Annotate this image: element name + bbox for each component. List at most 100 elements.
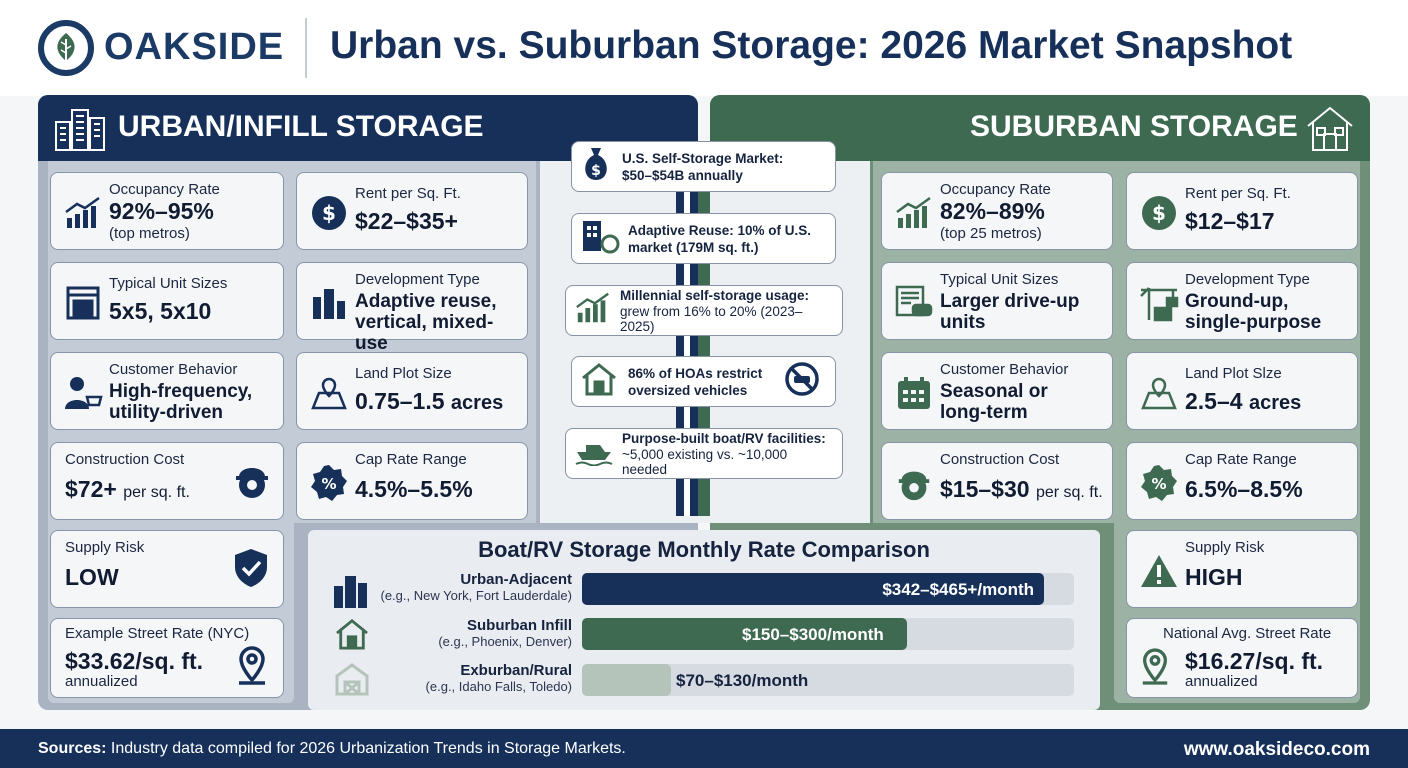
urban-land-value: 0.75–1.5 acres — [355, 389, 503, 415]
urban-dev-type-card: Development Type Adaptive reuse, vertica… — [296, 262, 528, 354]
hard-hat-gear-icon — [892, 461, 936, 505]
suburban-street-value: $16.27/sq. ft. — [1185, 648, 1324, 674]
building-recycle-icon — [580, 218, 620, 259]
hard-hat-gear-icon — [231, 459, 273, 506]
row-rural-label: Exburban/Rural (e.g., Idaho Falls, Toledo… — [372, 662, 572, 694]
suburban-land-label: Land Plot Slze — [1185, 365, 1282, 382]
suburban-rate-text: $150–$300/month — [742, 625, 884, 644]
suburban-cap-card: % Cap Rate Range 6.5%–8.5% — [1126, 442, 1358, 520]
row-suburban-label: Suburban Infill (e.g., Phoenix, Denver) — [372, 617, 572, 649]
house-icon — [580, 362, 618, 401]
calendar-icon — [892, 371, 936, 415]
location-pin-icon — [235, 645, 269, 692]
suburban-rent-card: $ Rent per Sq. Ft. $12–$17 — [1126, 172, 1358, 250]
row-suburban-name: Suburban Infill — [467, 617, 572, 634]
urban-rent-card: $ $22–$35+ Rent per Sq. Ft. — [296, 172, 528, 250]
suburban-unit-sizes-card: Typical Unit Sizes Larger drive-up units — [881, 262, 1113, 340]
suburban-street-sub: annualized — [1185, 673, 1258, 690]
urban-occupancy-label: Occupancy Rate — [109, 181, 220, 198]
page-title: Urban vs. Suburban Storage: 2026 Market … — [330, 24, 1293, 67]
boat-rv-sub: ~5,000 existing vs. ~10,000 needed — [622, 447, 788, 477]
shield-check-icon — [233, 547, 269, 594]
svg-text:$: $ — [1152, 201, 1166, 225]
suburban-house-icon — [334, 618, 370, 655]
boat-rv-facilities-box: Purpose-built boat/RV facilities: ~5,000… — [565, 428, 843, 479]
urban-unit-sizes-card: Typical Unit Sizes 5x5, 5x10 — [50, 262, 284, 340]
row-suburban-track: $150–$300/month — [582, 618, 1074, 650]
svg-text:$: $ — [591, 163, 601, 179]
urban-occupancy-value: 92%–95% — [109, 198, 214, 224]
shopper-cart-icon — [61, 371, 105, 415]
suburban-construction-card: Construction Cost $15–$30 per sq. ft. — [881, 442, 1113, 520]
millennial-sub: grew from 16% to 20% (2023–2025) — [620, 304, 803, 334]
suburban-rate-bar — [582, 618, 907, 650]
garage-car-icon — [892, 281, 936, 325]
suburban-occupancy-value: 82%–89% — [940, 198, 1045, 224]
suburban-unit-sizes-value: Larger drive-up units — [940, 291, 1080, 333]
money-bag-icon: $ — [580, 146, 612, 187]
urban-behavior-card: Customer Behavior High-frequency, utilit… — [50, 352, 284, 430]
boat-rv-title: Purpose-built boat/RV facilities: — [622, 431, 826, 446]
boat-icon — [574, 436, 614, 471]
svg-text:%: % — [321, 475, 336, 493]
urban-unit-sizes-label: Typical Unit Sizes — [109, 275, 228, 292]
footer-sources: Sources: Industry data compiled for 2026… — [38, 740, 626, 758]
urban-dev-type-label: Development Type — [355, 271, 480, 288]
hoa-text: 86% of HOAs restrict oversized vehicles — [628, 365, 763, 398]
suburban-heading: SUBURBAN STORAGE — [970, 110, 1298, 143]
adaptive-reuse-box: Adaptive Reuse: 10% of U.S. market (179M… — [571, 213, 836, 264]
footer-website-link[interactable]: www.oaksideco.com — [1183, 739, 1370, 760]
suburban-cap-value: 6.5%–8.5% — [1185, 476, 1303, 502]
urban-unit-sizes-value: 5x5, 5x10 — [109, 298, 212, 324]
rising-chart-icon — [892, 191, 936, 235]
growth-chart-icon — [574, 291, 612, 330]
row-urban-name: Urban-Adjacent — [460, 571, 572, 588]
suburban-land-unit: acres — [1248, 392, 1302, 414]
urban-construction-label: Construction Cost — [65, 451, 185, 468]
storage-unit-icon — [61, 281, 105, 325]
suburban-behavior-value: Seasonal or long-term — [940, 381, 1048, 423]
urban-cap-value: 4.5%–5.5% — [355, 476, 473, 502]
suburban-occupancy-sub: (top 25 metros) — [940, 225, 1042, 242]
urban-heading: URBAN/INFILL STORAGE — [118, 110, 484, 143]
row-rural-name: Exburban/Rural — [460, 662, 572, 679]
urban-street-label: Example Street Rate (NYC) — [65, 625, 250, 642]
market-size-box: $ U.S. Self-Storage Market: $50–$54B ann… — [571, 141, 836, 192]
no-vehicle-icon — [784, 361, 820, 402]
map-pin-plot-icon — [307, 371, 351, 415]
suburban-unit-sizes-label: Typical Unit Sizes — [940, 271, 1059, 288]
suburban-rent-label: Rent per Sq. Ft. — [1185, 185, 1291, 202]
header — [0, 0, 1408, 96]
urban-street-rate-card: Example Street Rate (NYC) $33.62/sq. ft.… — [50, 618, 284, 698]
suburban-street-rate-card: National Avg. Street Rate $16.27/sq. ft.… — [1126, 618, 1358, 698]
divider-stripe — [684, 161, 690, 516]
brand-name: OAKSIDE — [104, 26, 285, 68]
svg-text:%: % — [1151, 475, 1166, 493]
urban-cap-label: Cap Rate Range — [355, 451, 467, 468]
sources-text: Industry data compiled for 2026 Urbaniza… — [110, 740, 626, 757]
suburban-rent-value: $12–$17 — [1185, 208, 1275, 234]
suburban-occupancy-label: Occupancy Rate — [940, 181, 1051, 198]
suburban-cap-label: Cap Rate Range — [1185, 451, 1297, 468]
row-urban-label: Urban-Adjacent (e.g., New York, Fort Laud… — [372, 571, 573, 603]
urban-occupancy-sub: (top metros) — [109, 225, 190, 242]
suburban-behavior-label: Customer Behavior — [940, 361, 1069, 378]
suburban-supply-card: Supply Risk HIGH — [1126, 530, 1358, 608]
oak-leaf-logo-icon — [38, 20, 94, 76]
urban-rent-label: Rent per Sq. Ft. — [355, 185, 461, 202]
city-buildings-icon — [54, 106, 106, 157]
urban-land-card: Land Plot Size 0.75–1.5 acres — [296, 352, 528, 430]
location-pin-icon — [1139, 647, 1171, 692]
urban-supply-card: Supply Risk LOW — [50, 530, 284, 608]
millennial-box: Millennial self-storage usage: grew from… — [565, 285, 843, 336]
millennial-text-wrap: Millennial self-storage usage: grew from… — [620, 287, 834, 334]
sources-label: Sources: — [38, 740, 107, 757]
row-rural-track: $70–$130/month — [582, 664, 1074, 696]
row-urban-example: (e.g., New York, Fort Lauderdale) — [380, 588, 573, 603]
suburban-supply-label: Supply Risk — [1185, 539, 1265, 556]
urban-street-sub: annualized — [65, 673, 138, 690]
urban-land-unit: acres — [450, 392, 504, 414]
map-pin-plot-icon — [1137, 371, 1181, 415]
suburban-behavior-card: Customer Behavior Seasonal or long-term — [881, 352, 1113, 430]
urban-street-value: $33.62/sq. ft. — [65, 648, 204, 674]
